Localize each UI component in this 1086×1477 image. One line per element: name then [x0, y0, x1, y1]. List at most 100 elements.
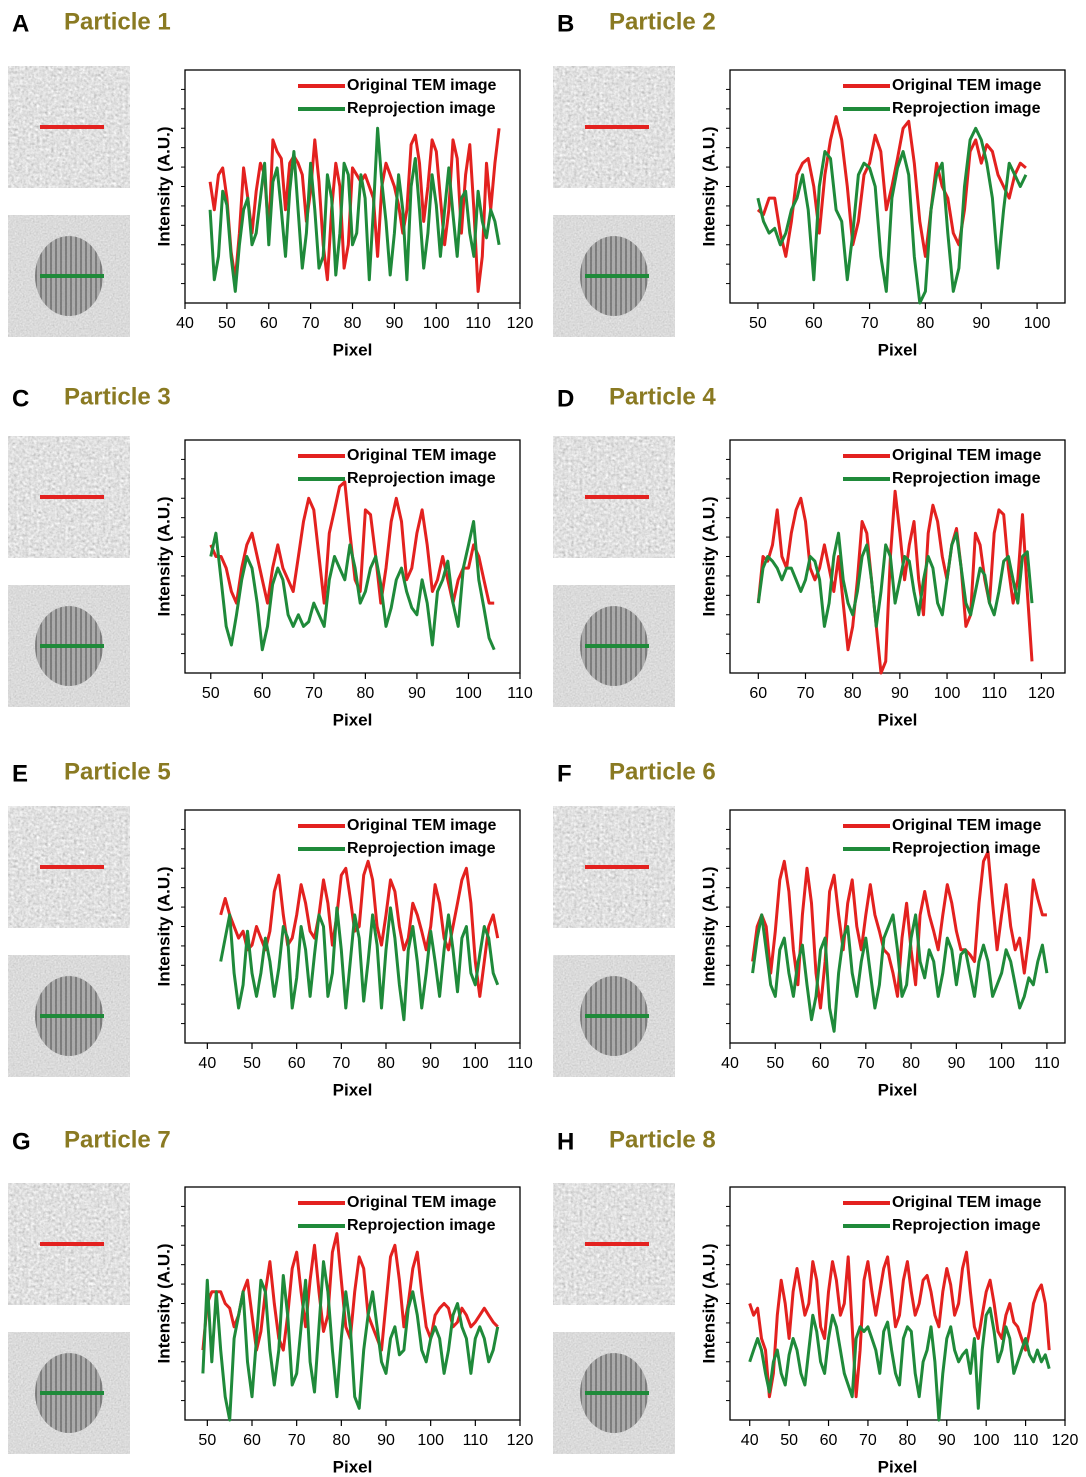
x-tick-label: 70: [332, 1055, 350, 1072]
x-tick-label: 110: [465, 315, 491, 332]
data-line: [756, 489, 1034, 675]
data-line: [208, 126, 501, 293]
data-line: [208, 128, 501, 293]
x-axis-label: Pixel: [333, 340, 373, 359]
data-line: [756, 126, 1028, 305]
panel-letter: F: [557, 760, 572, 787]
x-tick-label: 120: [507, 315, 534, 332]
panel-letter: C: [12, 385, 29, 412]
data-line: [756, 115, 1027, 258]
x-tick-label: 60: [243, 1432, 261, 1449]
x-tick-label: 90: [385, 315, 403, 332]
x-axis-label: Pixel: [333, 1457, 373, 1476]
data-line: [751, 913, 1049, 1033]
x-tick-label: 50: [766, 1055, 784, 1072]
legend-label: Reprojection image: [347, 100, 496, 117]
data-line: [756, 531, 1034, 628]
x-tick-label: 90: [408, 685, 426, 702]
panel-title: Particle 2: [609, 8, 716, 35]
data-line: [201, 1260, 500, 1422]
legend-label: Reprojection image: [347, 1217, 496, 1234]
x-tick-label: 90: [377, 1432, 395, 1449]
y-axis-label: Intensity (A.U.): [699, 497, 718, 617]
x-tick-label: 100: [417, 1432, 444, 1449]
x-axis-label: Pixel: [878, 1080, 918, 1099]
legend-label: Original TEM image: [892, 77, 1041, 94]
legend-label: Original TEM image: [892, 817, 1041, 834]
x-tick-label: 80: [344, 315, 362, 332]
x-tick-label: 70: [305, 685, 323, 702]
legend-label: Original TEM image: [347, 77, 496, 94]
legend-label: Original TEM image: [892, 447, 1041, 464]
panel-title: Particle 4: [609, 383, 716, 410]
x-tick-label: 120: [1028, 685, 1055, 702]
x-tick-label: 90: [938, 1432, 956, 1449]
panel-title: Particle 3: [64, 383, 171, 410]
x-tick-label: 100: [988, 1055, 1015, 1072]
x-tick-label: 80: [898, 1432, 916, 1449]
y-axis-label: Intensity (A.U.): [154, 1244, 173, 1364]
x-tick-label: 50: [202, 685, 220, 702]
x-axis-label: Pixel: [878, 710, 918, 729]
x-tick-label: 110: [507, 1055, 533, 1072]
panel-letter: D: [557, 385, 574, 412]
x-tick-label: 60: [820, 1432, 838, 1449]
x-tick-label: 90: [947, 1055, 965, 1072]
y-axis-label: Intensity (A.U.): [154, 867, 173, 987]
x-tick-label: 110: [1013, 1432, 1039, 1449]
panel-letter: E: [12, 760, 28, 787]
panel-letter: G: [12, 1128, 31, 1155]
panel-title: Particle 8: [609, 1126, 716, 1153]
x-tick-label: 50: [780, 1432, 798, 1449]
x-tick-label: 100: [1024, 315, 1051, 332]
x-axis-label: Pixel: [878, 340, 918, 359]
data-line: [748, 1250, 1051, 1399]
x-tick-label: 70: [859, 1432, 877, 1449]
x-tick-label: 100: [423, 315, 450, 332]
panel-letter: B: [557, 10, 574, 37]
panel-title: Particle 6: [609, 758, 716, 785]
x-tick-label: 40: [721, 1055, 739, 1072]
data-line: [748, 1306, 1051, 1422]
legend-label: Original TEM image: [347, 1194, 496, 1211]
x-tick-label: 50: [218, 315, 236, 332]
x-tick-label: 80: [844, 685, 862, 702]
legend-label: Original TEM image: [892, 1194, 1041, 1211]
x-tick-label: 70: [797, 685, 815, 702]
legend-label: Original TEM image: [347, 817, 496, 834]
x-tick-label: 80: [377, 1055, 395, 1072]
panel-title: Particle 7: [64, 1126, 171, 1153]
x-tick-label: 50: [243, 1055, 261, 1072]
x-tick-label: 100: [934, 685, 961, 702]
x-tick-label: 120: [507, 1432, 534, 1449]
panel-title: Particle 1: [64, 8, 171, 35]
x-tick-label: 90: [891, 685, 909, 702]
x-tick-label: 110: [1034, 1055, 1060, 1072]
x-tick-label: 100: [462, 1055, 489, 1072]
x-tick-label: 60: [812, 1055, 830, 1072]
x-axis-label: Pixel: [333, 1080, 373, 1099]
data-line: [209, 520, 496, 652]
x-tick-label: 120: [1052, 1432, 1079, 1449]
x-tick-label: 90: [422, 1055, 440, 1072]
y-axis-label: Intensity (A.U.): [699, 127, 718, 247]
x-tick-label: 80: [917, 315, 935, 332]
legend-label: Reprojection image: [347, 840, 496, 857]
x-tick-label: 70: [861, 315, 879, 332]
x-tick-label: 50: [749, 315, 767, 332]
x-tick-label: 80: [332, 1432, 350, 1449]
panel-letter: A: [12, 10, 29, 37]
x-tick-label: 60: [253, 685, 271, 702]
x-tick-label: 80: [902, 1055, 920, 1072]
x-tick-label: 70: [288, 1432, 306, 1449]
x-tick-label: 110: [463, 1432, 489, 1449]
x-tick-label: 100: [455, 685, 482, 702]
x-tick-label: 80: [356, 685, 374, 702]
y-axis-label: Intensity (A.U.): [154, 497, 173, 617]
x-tick-label: 90: [972, 315, 990, 332]
panel-title: Particle 5: [64, 758, 171, 785]
legend-label: Reprojection image: [347, 470, 496, 487]
x-tick-label: 110: [981, 685, 1007, 702]
legend-label: Original TEM image: [347, 447, 496, 464]
